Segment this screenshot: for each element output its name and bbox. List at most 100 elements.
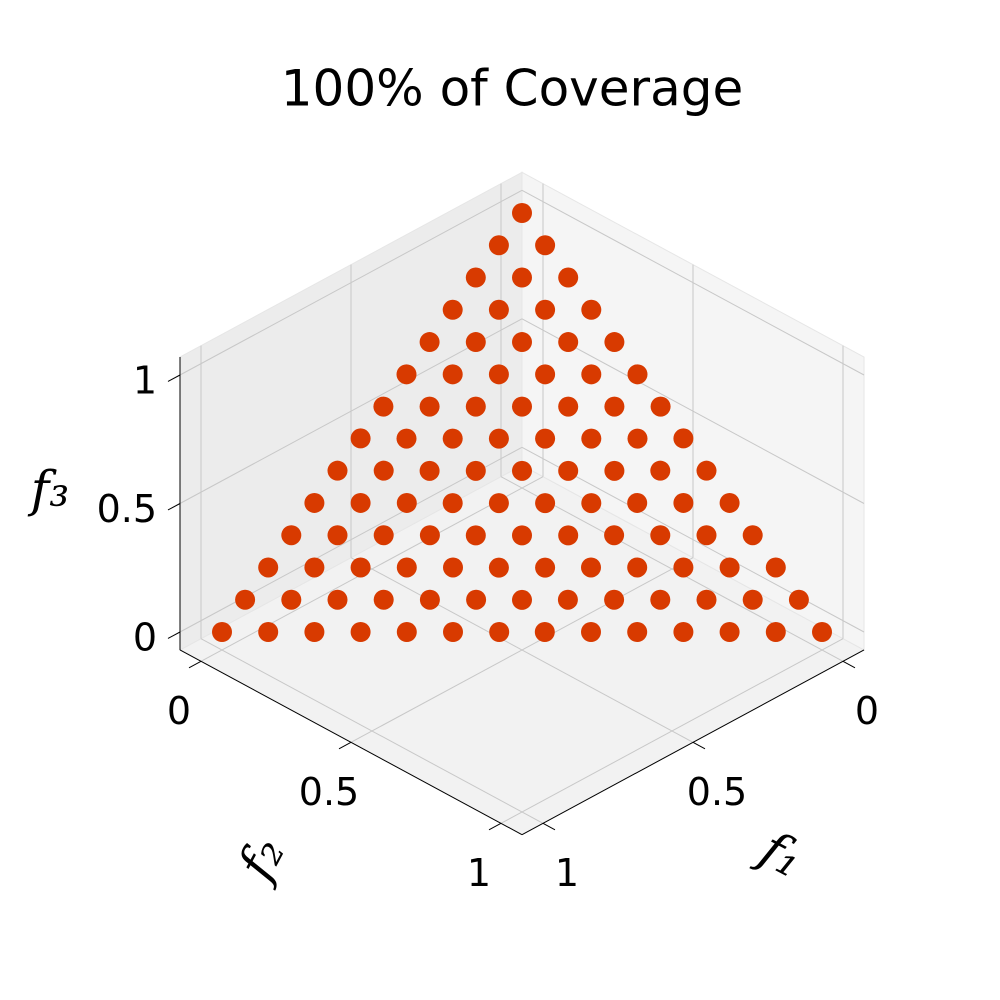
point — [373, 525, 394, 546]
point — [488, 557, 509, 578]
point — [812, 622, 832, 642]
point — [535, 364, 556, 385]
grid-line — [179, 318, 523, 504]
grid-line — [521, 189, 865, 376]
point — [304, 492, 325, 513]
point — [396, 492, 417, 513]
point — [581, 557, 601, 578]
point — [719, 622, 740, 642]
point — [558, 267, 579, 288]
point — [534, 622, 555, 642]
point — [581, 622, 601, 642]
point — [281, 589, 302, 610]
point — [488, 364, 509, 385]
point — [488, 428, 509, 449]
point — [442, 493, 463, 514]
point — [765, 622, 786, 642]
z-tick-label: 1 — [133, 359, 157, 403]
point — [304, 557, 325, 578]
point — [442, 299, 463, 320]
point — [627, 492, 648, 513]
point — [373, 460, 394, 481]
point — [466, 589, 487, 610]
tick-mark — [488, 822, 502, 831]
z-tick-label: 0 — [133, 616, 157, 660]
x-tick-label: 0.5 — [687, 770, 747, 814]
point — [742, 589, 763, 610]
point — [558, 332, 579, 353]
point — [465, 396, 486, 417]
y-tick-label: 0.5 — [299, 770, 359, 814]
point — [419, 525, 440, 546]
point — [488, 299, 509, 320]
point — [373, 589, 394, 610]
point — [719, 492, 740, 513]
point — [604, 589, 625, 610]
tick-mark — [542, 822, 556, 831]
point — [581, 364, 602, 385]
point — [581, 428, 602, 449]
point — [765, 557, 786, 578]
point — [673, 428, 694, 449]
point — [442, 428, 463, 449]
z-axis-label: f₃ — [27, 460, 70, 518]
point — [535, 557, 556, 578]
y-axis-label: f₂ — [225, 827, 296, 892]
point — [627, 557, 648, 578]
tick-mark — [188, 660, 202, 669]
y-tick-label: 0 — [167, 689, 191, 733]
x-axis-label: f₁ — [748, 818, 813, 889]
point — [396, 622, 417, 642]
point — [558, 396, 579, 417]
point — [419, 396, 440, 417]
point — [419, 589, 440, 610]
point — [327, 589, 348, 610]
point — [350, 428, 371, 449]
point — [350, 492, 371, 513]
point — [443, 622, 463, 642]
point — [396, 364, 417, 385]
point — [512, 589, 532, 610]
x-tick-label: 0 — [855, 689, 879, 733]
point — [212, 622, 232, 642]
tick-mark — [167, 503, 181, 511]
tick-mark — [167, 631, 181, 639]
point — [396, 428, 417, 449]
point — [443, 557, 463, 578]
point — [535, 493, 556, 514]
point — [465, 525, 486, 546]
grid-line — [200, 476, 544, 662]
point — [650, 525, 671, 546]
grid-line — [521, 318, 865, 504]
point — [650, 396, 671, 417]
point — [350, 622, 371, 642]
point — [604, 525, 625, 546]
point — [581, 299, 602, 320]
point — [650, 589, 671, 610]
point — [535, 299, 556, 320]
tick-mark — [338, 741, 352, 750]
point — [396, 557, 417, 578]
point — [465, 460, 486, 481]
point — [696, 525, 717, 546]
point — [535, 428, 556, 449]
point — [488, 235, 509, 256]
point — [535, 235, 556, 256]
point — [719, 557, 740, 578]
y-tick-label: 1 — [467, 851, 491, 895]
point — [696, 589, 717, 610]
point — [696, 460, 717, 481]
point — [627, 428, 648, 449]
point — [673, 622, 694, 642]
point — [673, 492, 694, 513]
point — [350, 557, 371, 578]
point — [235, 589, 256, 610]
point — [281, 525, 302, 546]
point — [604, 332, 625, 353]
point — [627, 622, 648, 642]
point — [581, 493, 602, 514]
point — [512, 396, 532, 417]
z-tick-label: 0.5 — [97, 487, 157, 531]
tick-mark — [167, 374, 181, 382]
